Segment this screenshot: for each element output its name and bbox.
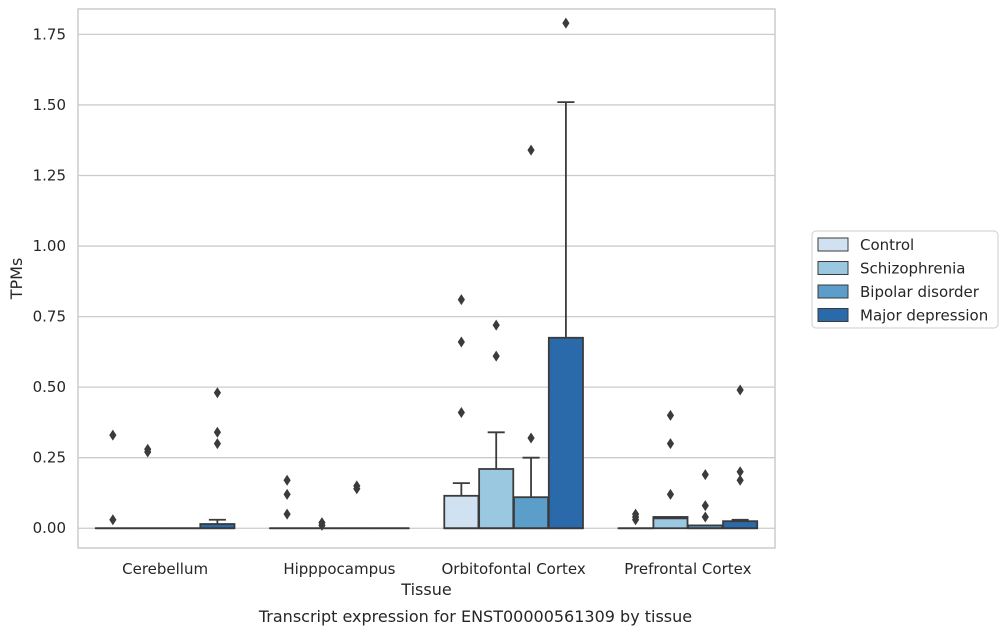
outlier-point bbox=[666, 438, 675, 450]
grid-lines bbox=[78, 33, 775, 529]
legend-label: Control bbox=[860, 236, 914, 254]
box-major-depression-2 bbox=[547, 17, 584, 530]
x-axis-label: Tissue bbox=[400, 580, 451, 599]
legend-label: Major depression bbox=[860, 307, 988, 325]
box bbox=[478, 468, 515, 530]
box bbox=[513, 496, 550, 530]
outlier-point bbox=[353, 480, 361, 492]
outlier-point bbox=[632, 508, 640, 520]
x-tick-label: Prefrontal Cortex bbox=[624, 560, 751, 578]
box-major-depression-0 bbox=[199, 387, 236, 530]
outlier-point bbox=[527, 144, 535, 156]
outlier-point bbox=[109, 514, 117, 526]
outlier-point bbox=[527, 432, 535, 444]
outlier-point bbox=[736, 474, 744, 486]
x-tick-labels: Cerebellum Hipppocampus Orbitofontal Corte… bbox=[122, 560, 751, 578]
box-control-1 bbox=[269, 474, 306, 530]
outlier-point bbox=[213, 387, 221, 399]
y-tick-label: 1.00 bbox=[33, 237, 66, 255]
y-tick-label: 1.50 bbox=[33, 96, 66, 114]
box-schizophrenia-0 bbox=[129, 443, 166, 530]
outlier-point bbox=[562, 17, 570, 29]
x-tick-label: Cerebellum bbox=[122, 560, 208, 578]
legend-swatch bbox=[817, 237, 849, 252]
x-tick-label: Orbitofontal Cortex bbox=[442, 560, 586, 578]
y-tick-label: 1.25 bbox=[33, 166, 66, 184]
box-major-depression-3 bbox=[722, 384, 759, 530]
legend-swatch bbox=[817, 261, 849, 275]
y-tick-label: 0.25 bbox=[33, 449, 66, 467]
box-schizophrenia-2 bbox=[478, 319, 515, 530]
outlier-point bbox=[457, 336, 465, 348]
outlier-point bbox=[666, 488, 675, 500]
outlier-point bbox=[701, 500, 709, 512]
outlier-point bbox=[318, 517, 326, 529]
outlier-point bbox=[213, 426, 221, 438]
outlier-point bbox=[283, 488, 291, 500]
outlier-point bbox=[701, 511, 709, 523]
outlier-point bbox=[457, 294, 465, 306]
box-bipolar-disorder-1 bbox=[338, 480, 375, 530]
legend-swatch bbox=[817, 284, 849, 299]
chart-caption: Transcript expression for ENST0000056130… bbox=[258, 607, 692, 626]
legend-frame bbox=[811, 230, 999, 329]
box-control-3 bbox=[617, 508, 654, 530]
y-tick-label: 1.75 bbox=[33, 25, 66, 43]
box-bipolar-disorder-2 bbox=[513, 144, 550, 530]
legend-label: Schizophrenia bbox=[860, 260, 965, 278]
box bbox=[652, 516, 689, 530]
outlier-point bbox=[213, 438, 221, 450]
box bbox=[443, 494, 480, 530]
outlier-point bbox=[283, 508, 291, 520]
box-bipolar-disorder-3 bbox=[687, 469, 724, 530]
legend: Control Schizophrenia Bipolar disorder Majo… bbox=[811, 230, 999, 329]
x-tick-label: Hipppocampus bbox=[283, 560, 395, 578]
boxplot-marks bbox=[94, 17, 759, 531]
box bbox=[547, 336, 584, 530]
box-schizophrenia-3 bbox=[652, 409, 689, 530]
y-tick-labels: 0.00 0.25 0.50 0.75 1.00 1.25 1.50 1.75 bbox=[33, 25, 66, 537]
outlier-point bbox=[283, 474, 291, 486]
box-control-0 bbox=[94, 429, 131, 530]
outlier-point bbox=[144, 443, 152, 455]
y-tick-label: 0.50 bbox=[33, 378, 66, 396]
outlier-point bbox=[701, 469, 709, 481]
outlier-point bbox=[666, 409, 675, 421]
plot-frame bbox=[77, 8, 776, 549]
outlier-point bbox=[736, 384, 744, 396]
box-control-2 bbox=[443, 294, 480, 530]
legend-swatch bbox=[817, 308, 849, 322]
outlier-point bbox=[736, 466, 744, 478]
y-axis-label: TPMs bbox=[7, 258, 26, 301]
box-schizophrenia-1 bbox=[303, 517, 340, 531]
outlier-point bbox=[457, 407, 465, 419]
y-tick-label: 0.00 bbox=[33, 519, 66, 537]
y-tick-label: 0.75 bbox=[33, 308, 66, 326]
outlier-point bbox=[109, 429, 117, 441]
legend-label: Bipolar disorder bbox=[860, 283, 980, 301]
outlier-point bbox=[492, 319, 500, 331]
box bbox=[722, 520, 759, 530]
outlier-point bbox=[492, 350, 500, 362]
